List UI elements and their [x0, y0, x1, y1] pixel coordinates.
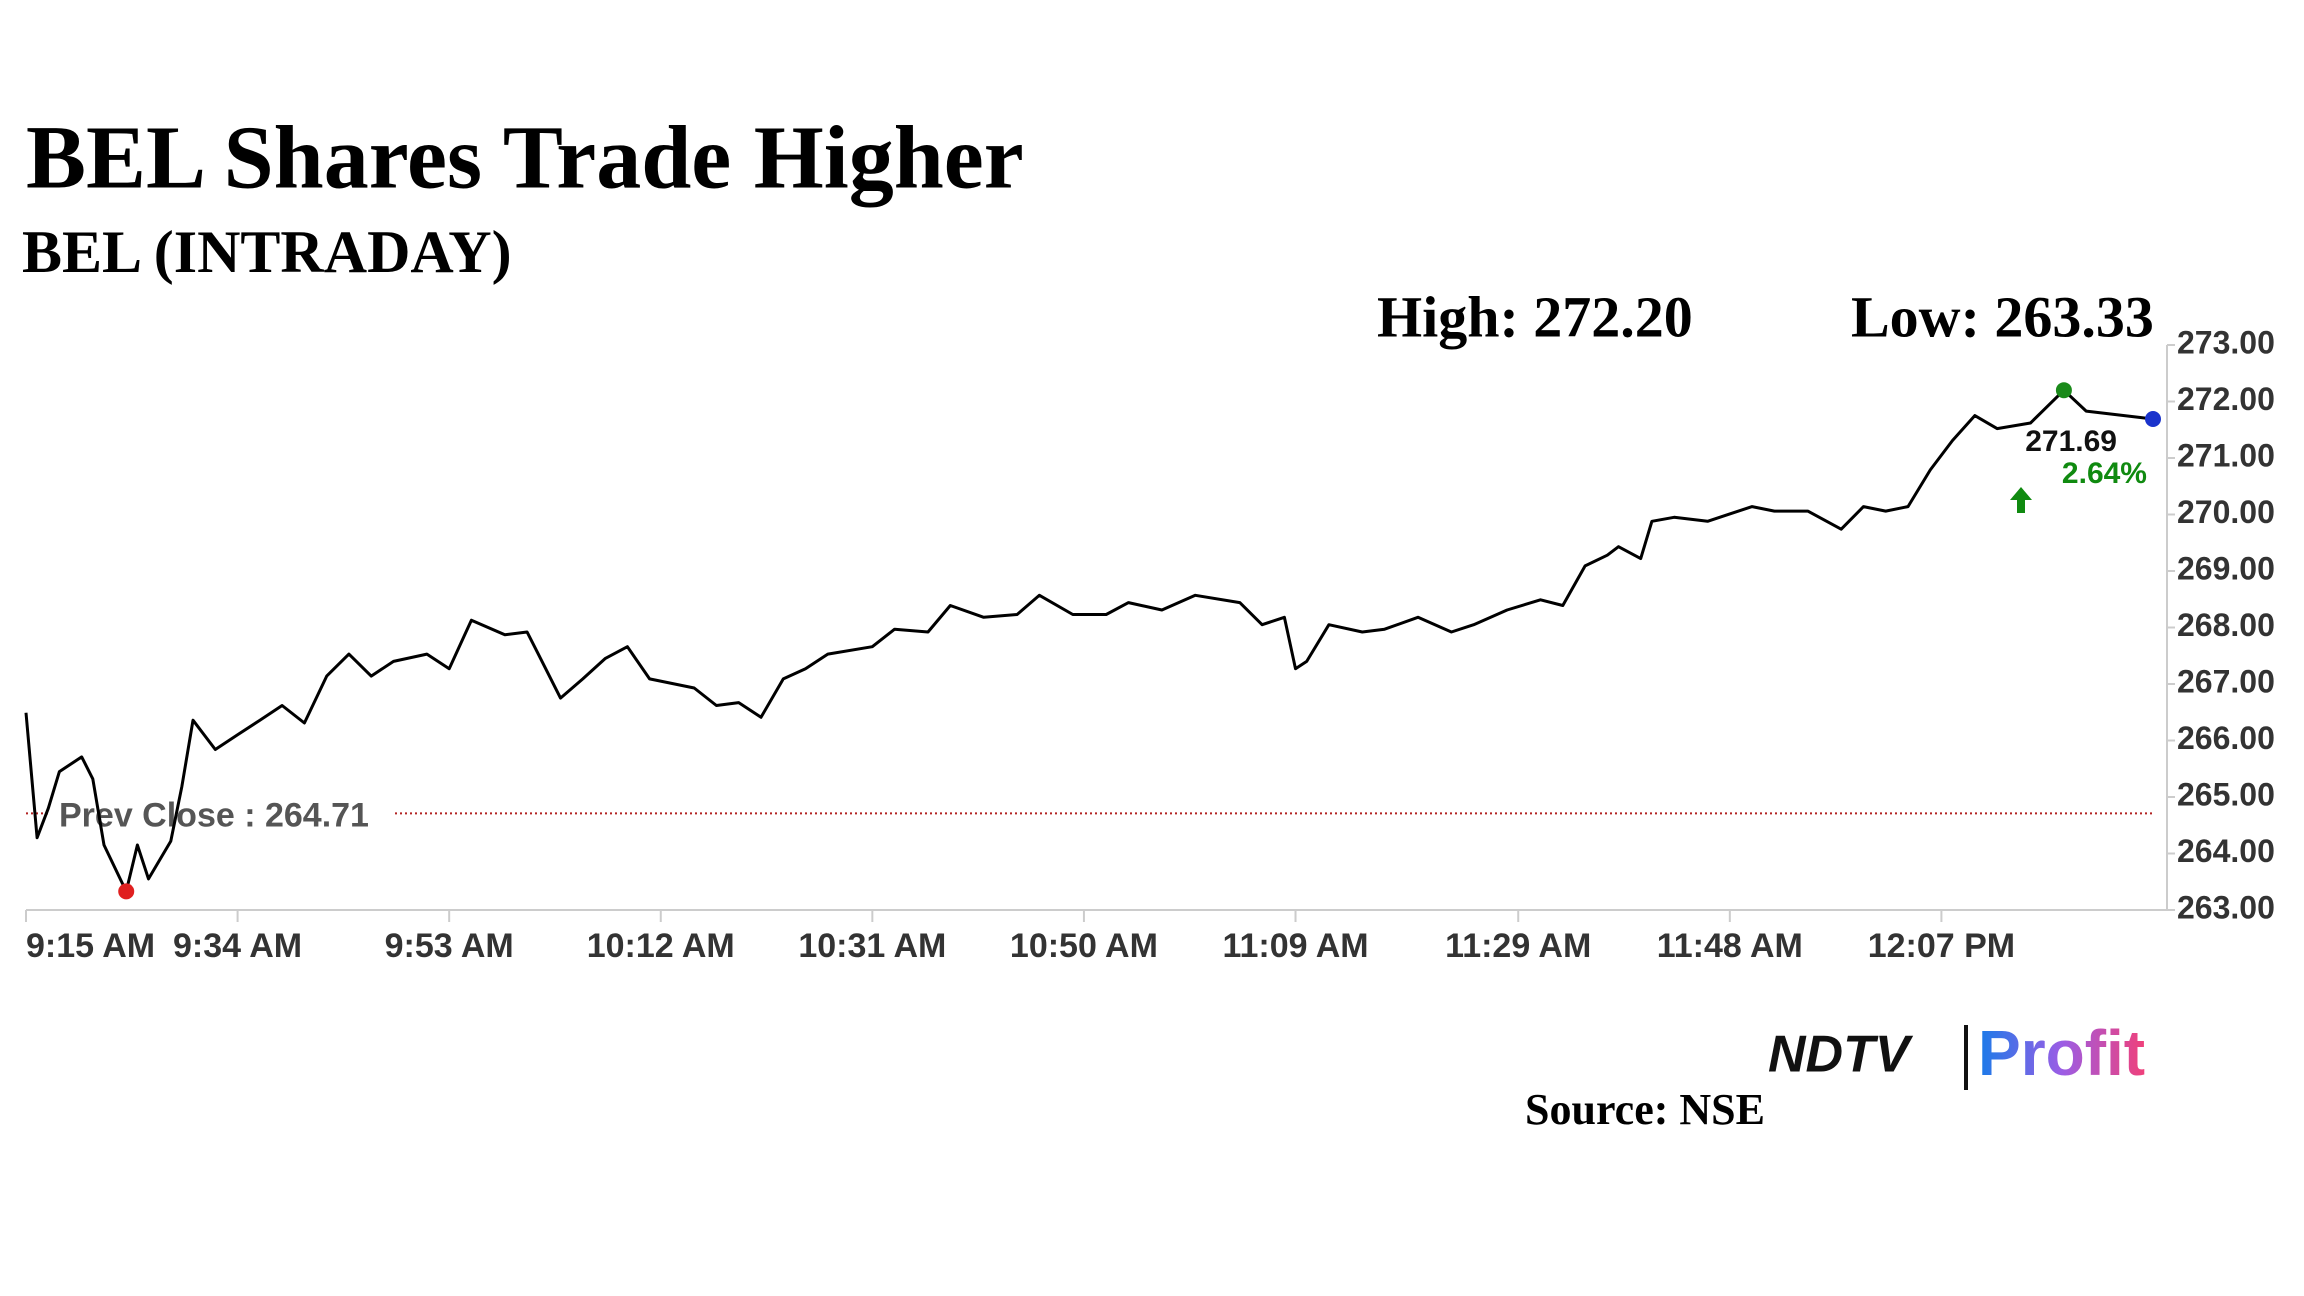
- y-tick-label: 268.00: [2177, 607, 2275, 643]
- x-tick-label: 12:07 PM: [1868, 927, 2015, 965]
- source: Source: NSE: [1525, 1085, 1765, 1134]
- low-label: Low: 263.33: [1851, 284, 2154, 349]
- logo-profit: Profit: [1978, 1017, 2145, 1089]
- y-tick-label: 267.00: [2177, 663, 2275, 699]
- x-tick-label: 9:53 AM: [385, 927, 514, 965]
- chart-subtitle: BEL (INTRADAY): [22, 219, 512, 285]
- y-tick-label: 272.00: [2177, 381, 2275, 417]
- y-tick-label: 264.00: [2177, 833, 2275, 869]
- logo-ndtv: NDTV: [1768, 1026, 1914, 1084]
- x-tick-label: 10:50 AM: [1010, 927, 1158, 965]
- prev-close-label: Prev Close : 264.71: [59, 796, 369, 834]
- high-label: High: 272.20: [1377, 284, 1693, 349]
- low-marker: [118, 883, 135, 900]
- x-tick-label: 11:29 AM: [1445, 927, 1591, 965]
- change-label: 2.64%: [2062, 457, 2147, 490]
- last-value-label: 271.69: [2025, 425, 2117, 458]
- price-line: [24, 388, 2154, 893]
- y-tick-label: 263.00: [2177, 889, 2275, 925]
- change-arrow: [2010, 487, 2032, 514]
- x-tick-label: 10:31 AM: [798, 927, 946, 965]
- x-tick-label: 9:15 AM: [26, 927, 155, 965]
- x-tick-label: 11:48 AM: [1657, 927, 1803, 965]
- x-tick-label: 9:34 AM: [173, 927, 302, 965]
- last-marker: [2145, 411, 2161, 428]
- y-tick-label: 271.00: [2177, 437, 2275, 473]
- high-marker: [2055, 382, 2072, 399]
- chart-title: BEL Shares Trade Higher: [26, 109, 1024, 208]
- x-tick-label: 11:09 AM: [1222, 927, 1368, 965]
- x-tick-label: 10:12 AM: [587, 927, 735, 965]
- y-tick-label: 273.00: [2177, 324, 2275, 360]
- y-tick-label: 270.00: [2177, 494, 2275, 530]
- y-tick-label: 269.00: [2177, 550, 2275, 586]
- y-tick-label: 265.00: [2177, 776, 2275, 812]
- y-tick-label: 266.00: [2177, 720, 2275, 756]
